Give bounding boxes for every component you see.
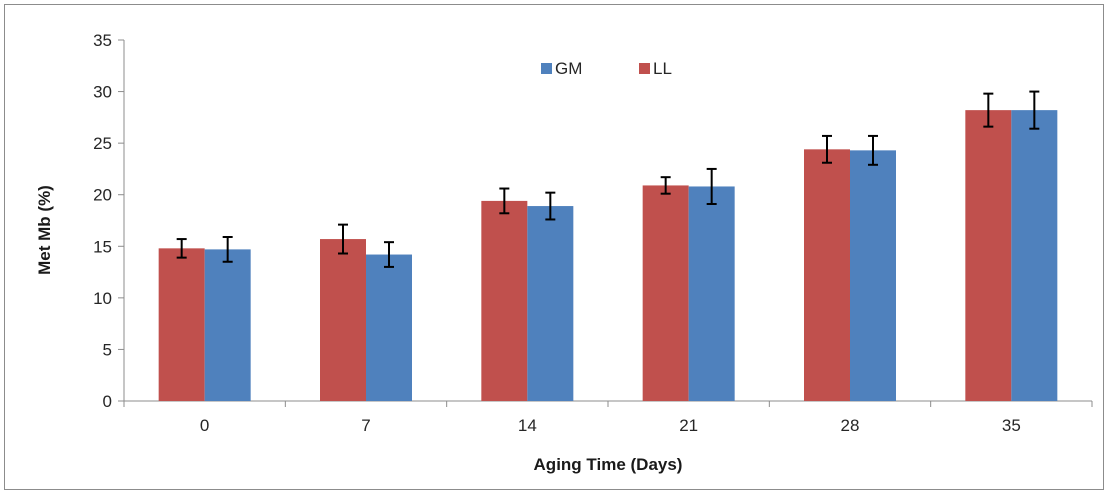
- error-bars: [176, 90, 1040, 268]
- error-bar-gm-0: [222, 236, 233, 263]
- bar-gm-0: [204, 249, 251, 401]
- bar-ll-7: [320, 239, 366, 401]
- bar-ll-21: [642, 185, 689, 401]
- x-tick-label: 28: [841, 416, 860, 435]
- y-tick-label: 10: [93, 289, 112, 308]
- legend-label: LL: [653, 59, 672, 78]
- error-bar-ll-14: [499, 187, 510, 215]
- x-tick-label: 7: [361, 416, 370, 435]
- error-bar-ll-0: [176, 238, 187, 259]
- error-bar-ll-35: [983, 92, 994, 128]
- x-tick-label: 0: [200, 416, 209, 435]
- y-tick-label: 25: [93, 134, 112, 153]
- x-tick-label: 35: [1002, 416, 1021, 435]
- y-tick-label: 5: [103, 340, 112, 359]
- bar-ll-28: [804, 149, 850, 401]
- y-axis: 0 5 10 15 20 25 30 35: [93, 31, 125, 411]
- x-axis: 0 7 14 21 28 35: [123, 400, 1093, 435]
- error-bar-ll-28: [822, 134, 832, 164]
- legend-swatch: [639, 63, 650, 74]
- error-bar-gm-35: [1029, 90, 1040, 130]
- legend-swatch: [541, 63, 552, 74]
- bar-ll-14: [481, 200, 528, 401]
- error-bar-ll-21: [660, 176, 671, 195]
- y-tick-label: 20: [93, 186, 112, 205]
- x-tick-label: 21: [679, 416, 698, 435]
- error-bar-gm-14: [545, 191, 556, 221]
- bar-ll-35: [965, 110, 1012, 401]
- error-bar-gm-28: [868, 134, 878, 166]
- legend: GM LL: [541, 59, 672, 78]
- error-bar-ll-7: [338, 223, 348, 255]
- bar-gm-28: [850, 150, 896, 401]
- legend-item-gm: GM: [541, 59, 582, 78]
- bar-gm-21: [688, 186, 735, 401]
- legend-label: GM: [555, 59, 582, 78]
- bar-gm-7: [366, 254, 412, 401]
- y-tick-label: 35: [93, 31, 112, 50]
- bar-ll-0: [158, 248, 205, 401]
- y-tick-label: 30: [93, 83, 112, 102]
- y-tick-label: 15: [93, 237, 112, 256]
- legend-item-ll: LL: [639, 59, 672, 78]
- error-bar-gm-21: [706, 167, 717, 205]
- bar-gm-14: [527, 206, 574, 401]
- error-bar-gm-7: [384, 241, 394, 268]
- x-axis-title: Aging Time (Days): [534, 455, 683, 474]
- bar-gm-35: [1011, 110, 1058, 401]
- y-axis-title: Met Mb (%): [35, 185, 54, 275]
- y-tick-label: 0: [103, 392, 112, 411]
- bars: [158, 110, 1058, 401]
- x-tick-label: 14: [518, 416, 537, 435]
